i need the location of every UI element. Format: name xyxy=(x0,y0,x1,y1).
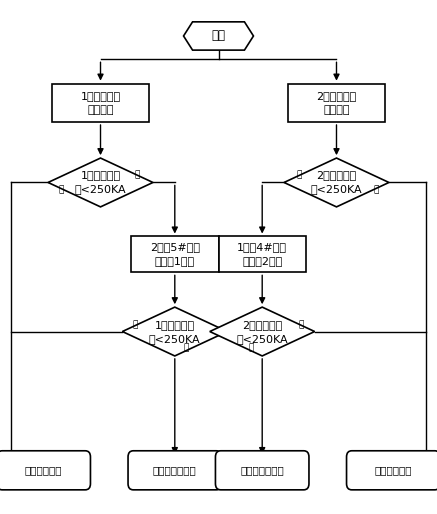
Text: 否: 否 xyxy=(249,344,254,353)
Text: 是: 是 xyxy=(297,171,302,180)
Polygon shape xyxy=(122,307,227,356)
Text: 2母线电流是
否<250KA: 2母线电流是 否<250KA xyxy=(311,171,362,194)
Text: 开始: 开始 xyxy=(212,29,225,43)
FancyBboxPatch shape xyxy=(128,451,222,490)
Text: 正常的总程序: 正常的总程序 xyxy=(25,465,62,475)
Text: 否: 否 xyxy=(373,186,378,195)
Text: 退出大闭环程序: 退出大闭环程序 xyxy=(240,465,284,475)
Text: 是: 是 xyxy=(133,320,138,329)
Polygon shape xyxy=(184,22,253,50)
Text: 是: 是 xyxy=(299,320,304,329)
FancyBboxPatch shape xyxy=(131,236,218,272)
Polygon shape xyxy=(48,158,153,207)
Text: 1母线大闭环
正常运行: 1母线大闭环 正常运行 xyxy=(80,91,121,115)
FancyBboxPatch shape xyxy=(288,83,385,122)
Text: 正常的总程序: 正常的总程序 xyxy=(375,465,412,475)
Text: 2母线大闭环
正常运行: 2母线大闭环 正常运行 xyxy=(316,91,357,115)
Text: 否: 否 xyxy=(59,186,64,195)
Text: 2母线电流是
否<250KA: 2母线电流是 否<250KA xyxy=(236,320,288,343)
Polygon shape xyxy=(210,307,315,356)
Text: 1母线电流是
否<250KA: 1母线电流是 否<250KA xyxy=(75,171,126,194)
FancyBboxPatch shape xyxy=(347,451,437,490)
FancyBboxPatch shape xyxy=(215,451,309,490)
FancyBboxPatch shape xyxy=(52,83,149,122)
Text: 否: 否 xyxy=(183,344,188,353)
FancyBboxPatch shape xyxy=(0,451,90,490)
Text: 退出大闭环程序: 退出大闭环程序 xyxy=(153,465,197,475)
Text: 1母线电流是
否<250KA: 1母线电流是 否<250KA xyxy=(149,320,201,343)
Polygon shape xyxy=(284,158,389,207)
Text: 2母线5#机组
切换到1母线: 2母线5#机组 切换到1母线 xyxy=(150,243,200,266)
Text: 是: 是 xyxy=(135,171,140,180)
FancyBboxPatch shape xyxy=(218,236,306,272)
Text: 1母线4#机组
切换到2母线: 1母线4#机组 切换到2母线 xyxy=(237,243,287,266)
